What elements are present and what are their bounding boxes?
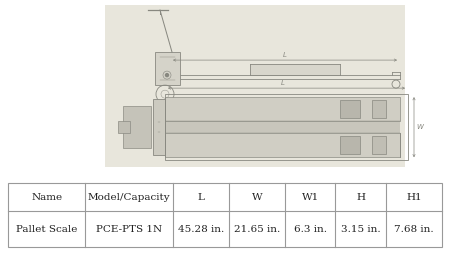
Bar bbox=[340, 100, 360, 118]
Text: W: W bbox=[252, 193, 262, 201]
Text: 6.3 in.: 6.3 in. bbox=[294, 224, 327, 234]
Text: H: H bbox=[356, 193, 365, 201]
Text: Pallet Scale: Pallet Scale bbox=[16, 224, 77, 234]
Text: Name: Name bbox=[31, 193, 62, 201]
Bar bbox=[155, 52, 180, 85]
Text: L: L bbox=[283, 52, 287, 58]
Bar bbox=[372, 136, 386, 154]
Text: 21.65 in.: 21.65 in. bbox=[234, 224, 280, 234]
Text: L: L bbox=[198, 193, 204, 201]
Text: PCE-PTS 1N: PCE-PTS 1N bbox=[96, 224, 162, 234]
Text: W: W bbox=[416, 124, 423, 130]
Bar bbox=[165, 94, 408, 160]
Circle shape bbox=[166, 74, 168, 77]
Text: L: L bbox=[280, 80, 284, 86]
Bar bbox=[372, 100, 386, 118]
Bar bbox=[165, 133, 400, 157]
Text: 3.15 in.: 3.15 in. bbox=[341, 224, 381, 234]
Bar bbox=[123, 106, 151, 148]
Bar bbox=[250, 64, 340, 75]
Bar bbox=[165, 97, 400, 121]
Bar bbox=[8, 183, 442, 247]
Text: 7.68 in.: 7.68 in. bbox=[394, 224, 434, 234]
Text: W1: W1 bbox=[302, 193, 319, 201]
Bar bbox=[165, 121, 400, 133]
Text: H1: H1 bbox=[406, 193, 422, 201]
Text: Model/Capacity: Model/Capacity bbox=[88, 193, 171, 201]
Bar bbox=[118, 121, 130, 133]
Bar bbox=[340, 136, 360, 154]
Text: 45.28 in.: 45.28 in. bbox=[178, 224, 224, 234]
Bar bbox=[153, 99, 165, 155]
Bar bbox=[105, 5, 405, 167]
